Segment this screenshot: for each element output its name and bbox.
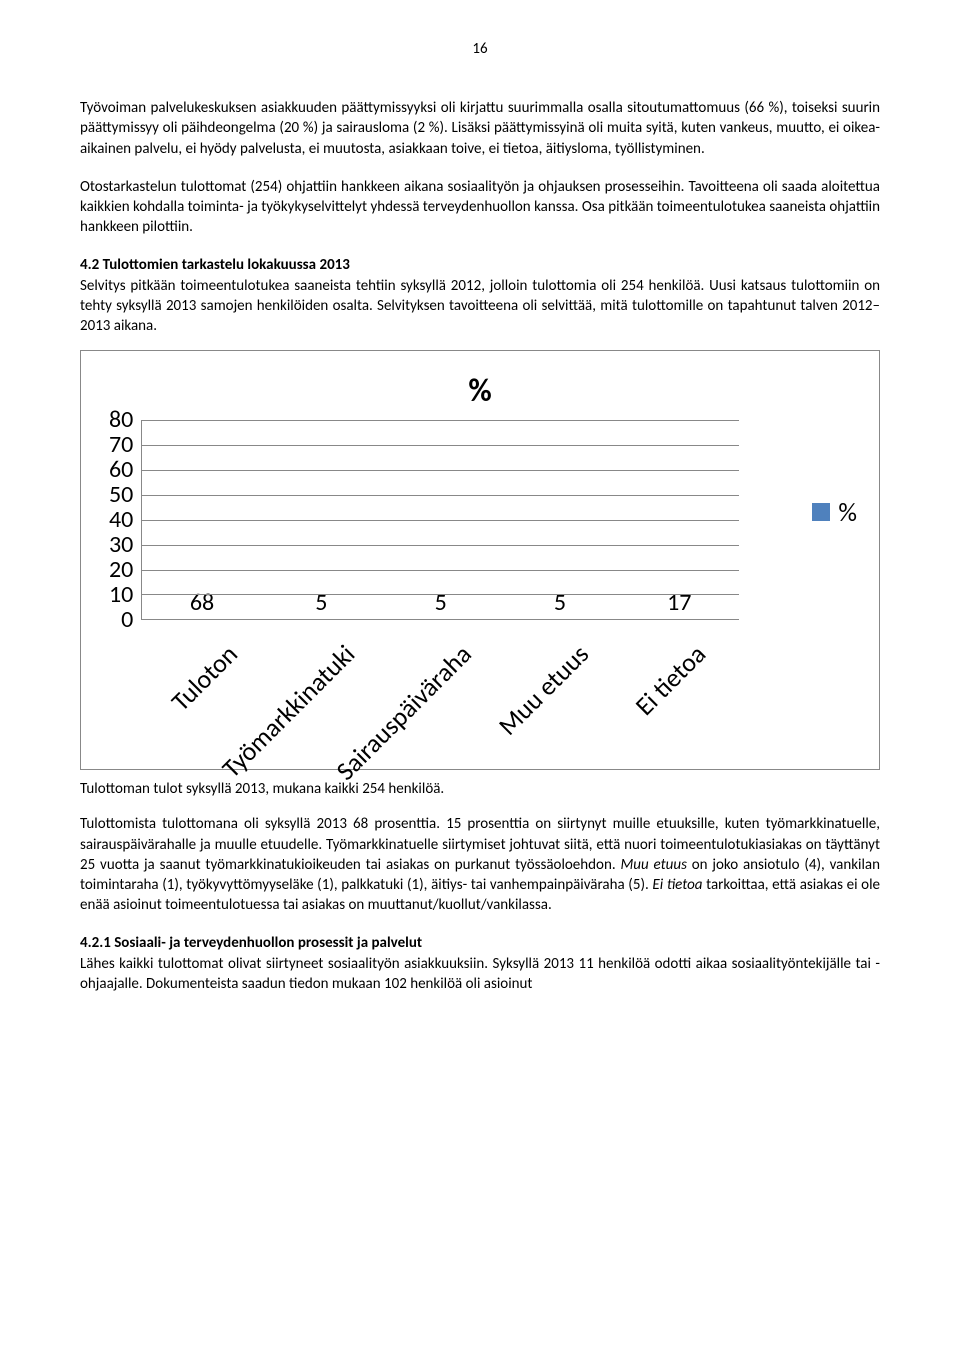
gridline: [142, 570, 739, 571]
p4-italic-1: Muu etuus: [620, 856, 686, 874]
gridline: [142, 420, 739, 421]
bar-chart: % 80706050403020100 6855517 TulotonTyöma…: [80, 350, 880, 770]
heading-4-2-1: 4.2.1 Sosiaali- ja terveydenhuollon pros…: [80, 934, 880, 952]
x-axis-label: Muu etuus: [505, 620, 622, 750]
legend-swatch: [812, 503, 830, 521]
bar-value-label: 17: [620, 588, 739, 617]
x-axis-label: Ei tietoa: [622, 620, 739, 750]
gridline: [142, 545, 739, 546]
heading-4-2: 4.2 Tulottomien tarkastelu lokakuussa 20…: [80, 256, 880, 274]
gridline: [142, 470, 739, 471]
chart-legend: %: [812, 496, 857, 528]
bar-value-label: 5: [381, 588, 500, 617]
bar-value-label: 68: [142, 588, 261, 617]
paragraph-4: Tulottomista tulottomana oli syksyllä 20…: [80, 814, 880, 915]
bar-value-label: 5: [262, 588, 381, 617]
legend-label: %: [838, 496, 857, 528]
paragraph-2: Otostarkastelun tulottomat (254) ohjatti…: [80, 177, 880, 238]
x-axis-label: Sairauspäiväraha: [387, 620, 504, 750]
section-4-2: 4.2 Tulottomien tarkastelu lokakuussa 20…: [80, 256, 880, 337]
gridline: [142, 495, 739, 496]
gridline: [142, 594, 739, 595]
p4-italic-2: Ei tietoa: [652, 876, 702, 894]
chart-title: %: [101, 371, 859, 410]
gridline: [142, 520, 739, 521]
gridline: [142, 445, 739, 446]
plot-area: 6855517: [141, 420, 739, 620]
paragraph-3: Selvitys pitkään toimeentulotukea saanei…: [80, 276, 880, 337]
chart-caption: Tulottoman tulot syksyllä 2013, mukana k…: [80, 780, 880, 798]
document-page: 16 Työvoiman palvelukeskuksen asiakkuude…: [0, 0, 960, 1034]
page-number: 16: [80, 40, 880, 58]
bar-value-label: 5: [500, 588, 619, 617]
plot-area-wrap: 80706050403020100 6855517: [109, 420, 739, 620]
paragraph-5: Lähes kaikki tulottomat olivat siirtynee…: [80, 954, 880, 995]
paragraph-1: Työvoiman palvelukeskuksen asiakkuuden p…: [80, 98, 880, 159]
y-axis: 80706050403020100: [109, 420, 141, 620]
x-axis-labels: TulotonTyömarkkinatukiSairauspäivärahaMu…: [153, 620, 739, 750]
